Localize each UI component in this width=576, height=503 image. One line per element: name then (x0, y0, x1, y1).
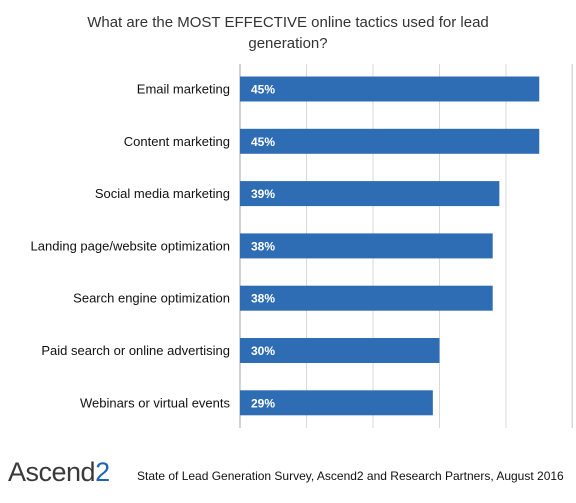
category-label: Email marketing (137, 82, 230, 97)
value-label: 45% (251, 135, 275, 149)
category-label: Social media marketing (95, 186, 230, 201)
category-label: Webinars or virtual events (80, 395, 231, 410)
bar (240, 76, 540, 102)
bar (240, 390, 433, 416)
value-label: 29% (251, 396, 275, 410)
source-note: State of Lead Generation Survey, Ascend2… (137, 469, 564, 483)
logo-text: Ascend (8, 457, 96, 487)
value-label: 38% (251, 292, 275, 306)
chart-title: What are the MOST EFFECTIVE online tacti… (87, 14, 489, 52)
footer: Ascend2 State of Lead Generation Survey,… (0, 455, 576, 495)
value-label: 39% (251, 187, 275, 201)
category-label: Landing page/website optimization (31, 238, 230, 253)
bar (240, 285, 493, 311)
bar (240, 338, 440, 363)
bar (240, 233, 493, 259)
bar (240, 181, 500, 207)
logo-accent: 2 (95, 457, 110, 487)
category-label: Search engine optimization (73, 291, 230, 306)
value-labels: 45% 45% 39% 38% 38% 30% 29% (251, 83, 275, 411)
bar (240, 128, 540, 154)
category-labels: Email marketing Content marketing Social m… (31, 82, 231, 411)
bars (240, 76, 540, 416)
bar-chart: Email marketing Content marketing Social m… (31, 64, 573, 428)
ascend2-logo: Ascend2 (8, 457, 110, 488)
value-label: 30% (251, 344, 275, 358)
value-label: 38% (251, 239, 275, 253)
category-label: Paid search or online advertising (41, 343, 230, 358)
value-label: 45% (251, 83, 275, 97)
category-label: Content marketing (124, 134, 230, 149)
